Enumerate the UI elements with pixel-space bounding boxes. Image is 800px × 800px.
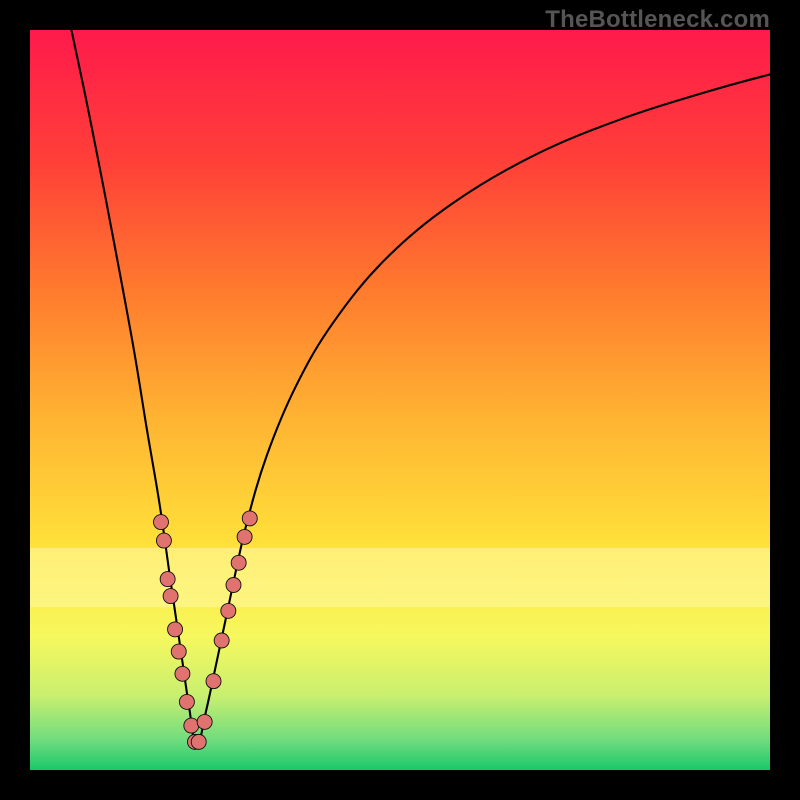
watermark-label: TheBottleneck.com [545, 6, 770, 34]
data-marker [175, 666, 190, 681]
data-marker [226, 578, 241, 593]
data-marker [242, 511, 257, 526]
data-marker [163, 589, 178, 604]
data-marker [168, 622, 183, 637]
data-marker [184, 718, 199, 733]
data-marker [179, 694, 194, 709]
data-marker [221, 603, 236, 618]
data-marker [156, 533, 171, 548]
data-marker [160, 572, 175, 587]
data-marker [197, 714, 212, 729]
gradient-background [30, 30, 770, 770]
data-marker [231, 555, 246, 570]
data-marker [191, 734, 206, 749]
bottleneck-chart-svg [30, 30, 770, 770]
data-marker [171, 644, 186, 659]
data-marker [214, 633, 229, 648]
plot-area [30, 30, 770, 770]
chart-frame: TheBottleneck.com [0, 0, 800, 800]
highlight-band [30, 548, 770, 607]
data-marker [153, 515, 168, 530]
data-marker [206, 674, 221, 689]
data-marker [237, 529, 252, 544]
